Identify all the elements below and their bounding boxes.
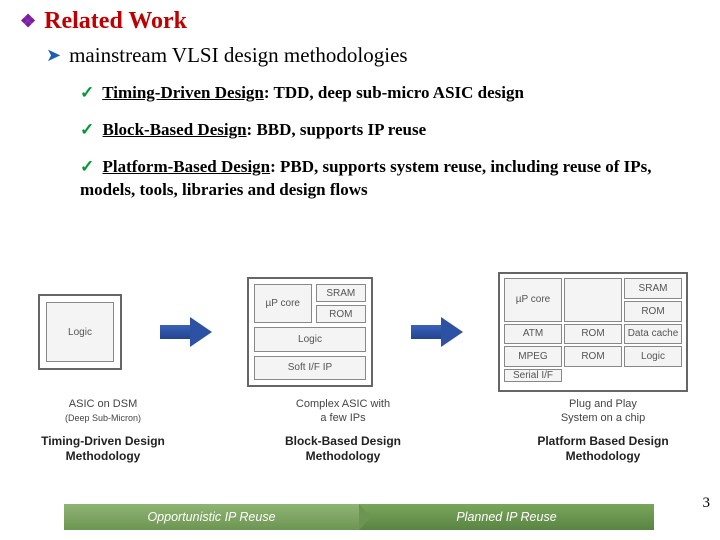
block-data-cache: Data cache	[624, 324, 682, 345]
block-soft-ip: Soft I/F IP	[254, 356, 366, 380]
item-rest: : BBD, supports IP reuse	[247, 120, 427, 139]
methodology-1: Timing-Driven Design Methodology	[38, 434, 168, 465]
method2-l1: Block-Based Design	[285, 434, 401, 448]
method1-l1: Timing-Driven Design	[41, 434, 165, 448]
check-icon: ✓	[80, 83, 94, 102]
methodology-3: Platform Based Design Methodology	[518, 434, 688, 465]
bullet-item-1: ✓ Timing-Driven Design: TDD, deep sub-mi…	[80, 82, 680, 105]
block-logic: Logic	[254, 327, 366, 351]
chip2-label-l2: a few IPs	[320, 412, 365, 424]
block-rom: ROM	[564, 346, 622, 367]
chip-soc: µP core SRAM ROM ATM ROM Data cache MPEG…	[498, 272, 688, 392]
check-icon: ✓	[80, 120, 94, 139]
block-logic: Logic	[46, 302, 114, 362]
slide-subtitle: ➤ mainstream VLSI design methodologies	[46, 43, 720, 68]
method3-l1: Platform Based Design	[537, 434, 668, 448]
page-number: 3	[703, 495, 711, 512]
item-underlined: Timing-Driven Design	[102, 83, 264, 102]
block-atm: ATM	[504, 324, 562, 345]
block-up-core: µP core	[254, 284, 312, 323]
chip1-label: ASIC on DSM (Deep Sub-Micron)	[38, 398, 168, 426]
chip-asic-dsm: Logic	[38, 294, 122, 370]
item-rest: : TDD, deep sub-micro ASIC design	[264, 83, 524, 102]
arrow-icon	[160, 317, 210, 347]
chip3-label-l2: System on a chip	[561, 412, 645, 424]
reuse-bar-left: Opportunistic IP Reuse	[64, 504, 359, 530]
block-mpeg: MPEG	[504, 346, 562, 367]
method2-l2: Methodology	[306, 449, 381, 463]
block-empty	[564, 278, 622, 322]
slide-title: ❖ Related Work	[20, 8, 720, 35]
method1-l2: Methodology	[66, 449, 141, 463]
chip1-label-l1: ASIC on DSM	[69, 398, 137, 410]
block-sram: SRAM	[316, 284, 366, 302]
title-text: Related Work	[44, 8, 187, 35]
arrow-icon	[411, 317, 461, 347]
chip3-label-l1: Plug and Play	[569, 398, 637, 410]
method3-l2: Methodology	[566, 449, 641, 463]
chip2-label-l1: Complex ASIC with	[296, 398, 390, 410]
chip2-label: Complex ASIC with a few IPs	[258, 398, 428, 426]
bullet-item-3: ✓ Platform-Based Design: PBD, supports s…	[80, 156, 680, 202]
diamond-bullet-icon: ❖	[20, 11, 36, 32]
subtitle-text: mainstream VLSI design methodologies	[69, 43, 407, 68]
methodology-diagram: Logic µP core SRAM ROM Logic Soft I/F IP…	[38, 272, 688, 465]
check-icon: ✓	[80, 157, 94, 176]
block-serial-if: Serial I/F	[504, 369, 562, 382]
block-sram: SRAM	[624, 278, 682, 299]
block-rom: ROM	[564, 324, 622, 345]
arrow-bullet-icon: ➤	[46, 45, 61, 66]
bullet-item-2: ✓ Block-Based Design: BBD, supports IP r…	[80, 119, 680, 142]
item-underlined: Block-Based Design	[103, 120, 247, 139]
block-rom: ROM	[624, 301, 682, 322]
item-underlined: Platform-Based Design	[103, 157, 271, 176]
chip1-label-l2: (Deep Sub-Micron)	[65, 413, 141, 423]
reuse-bar: Opportunistic IP Reuse Planned IP Reuse	[64, 504, 654, 530]
reuse-bar-right: Planned IP Reuse	[359, 504, 654, 530]
block-rom: ROM	[316, 305, 366, 323]
methodology-2: Block-Based Design Methodology	[258, 434, 428, 465]
chip3-label: Plug and Play System on a chip	[518, 398, 688, 426]
block-up-core: µP core	[504, 278, 562, 322]
chip-complex-asic: µP core SRAM ROM Logic Soft I/F IP	[247, 277, 373, 387]
block-logic: Logic	[624, 346, 682, 367]
